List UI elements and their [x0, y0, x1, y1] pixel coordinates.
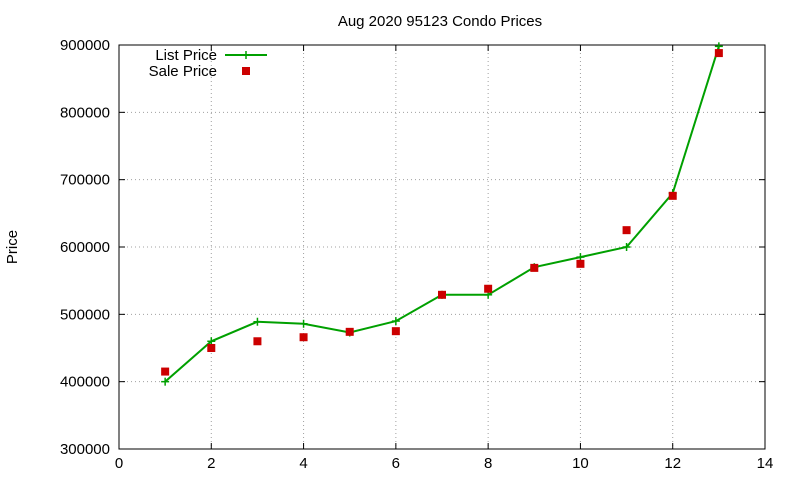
legend-sample-sale-price — [242, 67, 250, 75]
legend-sample-list-price — [225, 51, 267, 59]
list-price-point — [207, 337, 216, 346]
y-tick-labels: 300000 400000 500000 600000 700000 800000 9000… — [60, 37, 110, 458]
legend-square-marker — [242, 67, 250, 75]
sale-price-point — [161, 367, 170, 376]
x-tick-label: 8 — [484, 455, 492, 472]
series-list-price — [161, 42, 723, 386]
sale-price-point — [576, 259, 585, 268]
sale-price-point — [484, 284, 493, 293]
grid-lines — [119, 45, 765, 449]
list-price-point — [391, 317, 400, 326]
sale-price-point — [714, 49, 723, 58]
y-tick-label: 300000 — [60, 441, 110, 458]
sale-price-point — [253, 337, 262, 346]
x-tick-label: 2 — [207, 455, 215, 472]
legend: List Price Sale Price — [149, 47, 267, 80]
list-price-point — [161, 377, 170, 386]
list-price-point — [253, 317, 262, 326]
y-tick-label: 500000 — [60, 306, 110, 323]
legend-label-list-price: List Price — [155, 47, 217, 64]
sale-price-point — [668, 191, 677, 200]
x-tick-label: 14 — [757, 455, 774, 472]
y-tick-label: 400000 — [60, 374, 110, 391]
y-tick-label: 600000 — [60, 239, 110, 256]
list-price-point — [576, 253, 585, 262]
legend-plus-marker — [242, 51, 250, 59]
list-price-point — [714, 42, 723, 51]
list-price-point — [299, 319, 308, 328]
sale-price-point — [207, 344, 216, 352]
y-tick-label: 700000 — [60, 172, 110, 189]
sale-price-point — [299, 333, 308, 342]
x-tick-label: 10 — [572, 455, 589, 472]
sale-price-point — [345, 327, 354, 336]
x-tick-labels: 0 2 4 6 8 10 12 14 — [115, 455, 774, 472]
x-tick-label: 12 — [664, 455, 681, 472]
x-tick-label: 0 — [115, 455, 123, 472]
list-price-point — [622, 243, 631, 251]
series-layer — [161, 42, 723, 386]
series-sale-price — [161, 49, 723, 376]
sale-price-point — [391, 327, 400, 336]
sale-price-point — [438, 290, 446, 299]
sale-price-point — [530, 263, 539, 272]
list-price-line — [164, 46, 720, 383]
sale-price-point — [622, 226, 631, 235]
y-tick-label: 800000 — [60, 104, 110, 121]
x-tick-label: 6 — [392, 455, 400, 472]
x-tick-label: 4 — [299, 455, 307, 472]
chart-title: Aug 2020 95123 Condo Prices — [338, 13, 542, 30]
y-tick-label: 900000 — [60, 37, 110, 54]
plot-frame — [118, 44, 766, 450]
y-axis-label: Price — [4, 230, 21, 264]
legend-label-sale-price: Sale Price — [149, 63, 217, 80]
